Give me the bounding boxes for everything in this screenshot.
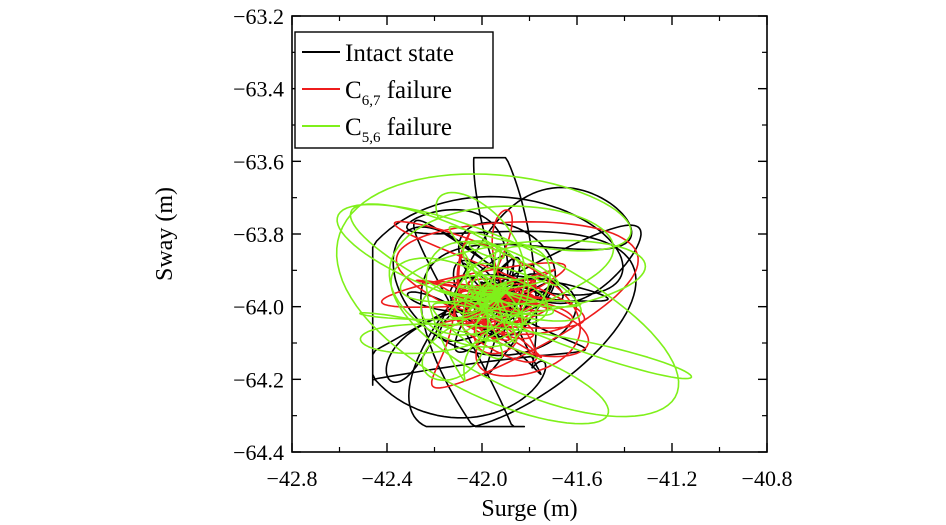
x-tick-label: −40.8	[742, 466, 793, 491]
legend-label: Intact state	[345, 40, 454, 67]
y-tick-label: −64.0	[233, 295, 284, 320]
x-axis-title: Surge (m)	[481, 496, 577, 522]
series-line	[335, 173, 693, 425]
x-tick-label: −41.2	[647, 466, 698, 491]
legend-label: C6,7 failure	[345, 77, 452, 109]
x-tick-label: −42.0	[457, 466, 508, 491]
y-tick-label: −63.6	[233, 149, 284, 174]
legend-label-tail: failure	[380, 114, 451, 141]
legend-label-main: Intact state	[345, 40, 454, 67]
axes-layer: −42.8 −42.4 −42.0 −41.6 −41.2 −40.8 −63.2 −63.4…	[233, 4, 792, 491]
legend-label-tail: failure	[380, 77, 451, 104]
x-tick-label: −42.8	[267, 466, 318, 491]
y-axis-title: Sway (m)	[152, 187, 178, 281]
y-tick-label: −64.4	[233, 440, 284, 465]
y-tick-label: −64.2	[233, 367, 284, 392]
legend-label-sub: 5,6	[362, 130, 381, 146]
legend-label: C5,6 failure	[345, 114, 452, 146]
legend-label-sub: 6,7	[362, 93, 381, 109]
y-tick-label: −63.2	[233, 4, 284, 29]
series-layer	[335, 156, 693, 428]
y-tick-label: −63.8	[233, 222, 284, 247]
y-tick-label: −63.4	[233, 77, 284, 102]
legend-label-main: C	[345, 114, 362, 141]
x-tick-label: −42.4	[362, 466, 413, 491]
x-tick-label: −41.6	[552, 466, 603, 491]
legend-label-main: C	[345, 77, 362, 104]
